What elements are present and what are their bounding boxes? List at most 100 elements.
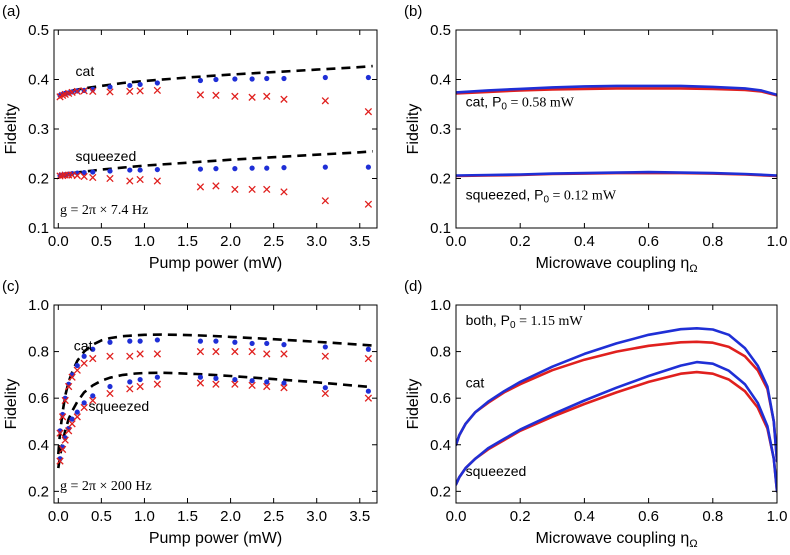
series-group [56, 333, 373, 469]
data-point-cross [89, 396, 97, 405]
x-tick-label: 1.5 [177, 233, 198, 250]
data-point-dot [81, 353, 87, 359]
y-tick-label: 0.4 [430, 437, 451, 454]
y-tick-label: 0.2 [28, 483, 49, 500]
data-point-dot [197, 166, 204, 172]
x-tick-label: 0.8 [702, 508, 723, 525]
data-point-dot [90, 169, 96, 175]
y-axis-label: Fidelity [3, 379, 20, 430]
data-point-cross [56, 429, 64, 437]
data-point-dot [81, 169, 87, 176]
y-tick-label: 0.2 [430, 483, 451, 500]
data-point-dot [154, 80, 160, 86]
data-point-dot [154, 166, 160, 173]
annotation-text: g = 2π × 7.4 Hz [60, 203, 148, 218]
y-tick-label: 0.4 [430, 72, 451, 89]
data-point-cross [89, 87, 97, 96]
x-tick-label: 0.4 [574, 508, 595, 525]
panel-label: (b) [404, 3, 422, 20]
data-point-cross [89, 354, 97, 363]
data-point-dot [365, 74, 371, 81]
data-point-dot [322, 344, 328, 350]
data-point-cross [248, 93, 256, 101]
data-point-cross [80, 359, 88, 367]
data-point-cross [196, 183, 205, 191]
data-point-cross [364, 108, 373, 116]
data-point-dot [137, 338, 143, 344]
data-point-cross [280, 95, 288, 103]
data-point-cross [248, 185, 256, 194]
x-tick-label: 3.0 [306, 233, 327, 250]
x-tick-label: 0.5 [91, 508, 112, 525]
data-point-dot [281, 165, 287, 171]
data-point-dot [69, 416, 75, 422]
data-point-dot [213, 338, 219, 344]
x-tick-label: 0.0 [446, 233, 467, 250]
annotation-subscript: 0 [543, 194, 549, 205]
x-tick-label: 0.6 [638, 508, 659, 525]
data-point-dot [154, 374, 160, 380]
data-point-cross [364, 200, 373, 208]
data-point-cross [61, 396, 69, 405]
x-axis-label-subscript: Ω [689, 538, 697, 550]
data-point-dot [281, 342, 287, 348]
data-point-dot [107, 339, 113, 345]
panel-2: 0.0 0.2 0.4 0.6 0.8 1.0 0.1 0.2 0.3 0.4 0.5 Microwa… [404, 3, 787, 275]
annotation-text: squeezed [88, 398, 149, 414]
data-point-dot [322, 164, 328, 170]
x-tick-label: 2.0 [220, 233, 241, 250]
annotation-subscript: 0 [510, 320, 516, 331]
data-point-cross [212, 182, 220, 190]
x-tick-label: 3.0 [306, 508, 327, 525]
data-point-cross [153, 350, 162, 358]
x-axis-label: Microwave coupling ηΩ [535, 255, 697, 275]
data-point-dot [127, 338, 133, 344]
data-point-cross [280, 384, 288, 392]
series-line-1 [456, 84, 777, 97]
data-point-dot [81, 400, 87, 406]
annotation-text: cat [74, 337, 93, 353]
annotation-text: cat [76, 63, 95, 79]
data-point-dot [232, 166, 238, 172]
y-tick-label: 0.8 [28, 344, 49, 361]
data-point-cross [106, 352, 114, 360]
data-point-dot [365, 346, 371, 352]
data-point-dot [232, 339, 238, 345]
data-point-cross [80, 403, 88, 412]
annotation-text: g = 2π × 200 Hz [60, 479, 152, 494]
series-group [56, 64, 373, 208]
x-tick-label: 0.0 [48, 508, 69, 525]
data-point-cross [106, 88, 114, 96]
y-tick-label: 0.3 [430, 121, 451, 138]
x-axis-label: Microwave coupling ηΩ [535, 530, 697, 550]
data-point-cross [126, 177, 134, 185]
data-point-dot [137, 81, 143, 88]
plot-frame [53, 304, 378, 504]
y-tick-label: 0.6 [430, 390, 451, 407]
series-line-3 [456, 360, 777, 493]
data-point-cross [106, 389, 114, 398]
data-point-cross [263, 382, 271, 391]
data-point-dot [127, 379, 133, 385]
data-point-cross [61, 436, 69, 444]
data-point-cross [73, 366, 81, 374]
data-point-cross [248, 381, 256, 390]
data-point-cross [58, 413, 67, 421]
data-point-dot [107, 84, 113, 90]
annotation-subscript: 0 [501, 102, 507, 113]
data-point-dot [137, 376, 143, 383]
data-point-cross [153, 380, 162, 388]
y-tick-label: 0.5 [430, 22, 451, 39]
data-point-cross [153, 177, 162, 185]
series-line-0 [456, 340, 777, 463]
x-tick-label: 2.5 [263, 508, 284, 525]
dashed-theory-line-0 [57, 64, 373, 97]
series-line-1 [456, 326, 777, 463]
panel-label: (a) [2, 3, 20, 20]
y-tick-label: 0.4 [28, 437, 49, 454]
data-point-cross [73, 413, 81, 421]
data-point-cross [196, 379, 205, 387]
panel-1: 0.0 0.5 1.0 1.5 2.0 2.5 3.0 3.5 0.1 0.2 0.3 0.4 0.5 P… [2, 3, 378, 272]
y-tick-label: 0.5 [28, 22, 49, 39]
data-point-dot [137, 167, 143, 173]
